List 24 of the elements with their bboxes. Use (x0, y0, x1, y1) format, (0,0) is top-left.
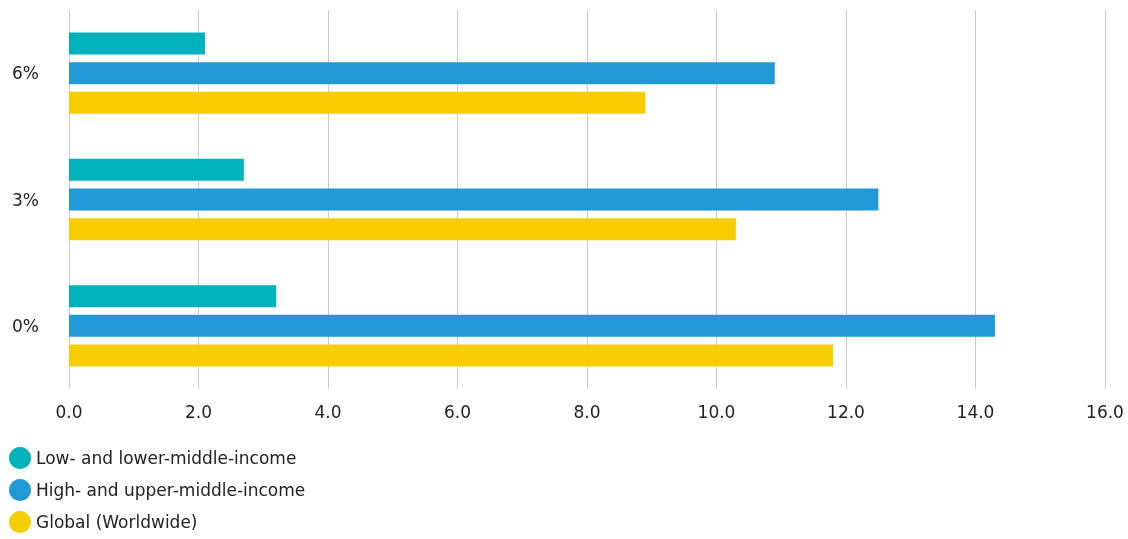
y-tick-label: 0% (12, 315, 39, 336)
bar (69, 158, 244, 181)
bar (69, 62, 775, 85)
x-tick-label: 0.0 (55, 401, 83, 422)
bar (69, 344, 834, 367)
x-tick-label: 6.0 (443, 401, 472, 422)
x-tick-label: 16.0 (1086, 401, 1124, 422)
bar (69, 285, 277, 308)
x-tick-label: 14.0 (956, 401, 995, 422)
y-tick-label: 6% (12, 63, 39, 84)
legend-label: Low- and lower-middle-income (36, 448, 297, 468)
x-tick-label: 12.0 (827, 401, 865, 422)
x-tick-label: 8.0 (573, 401, 601, 422)
bar (69, 91, 646, 114)
x-tick-label: 4.0 (314, 401, 342, 422)
bar (69, 32, 205, 55)
x-tick-label: 10.0 (697, 401, 736, 422)
legend-label: Global (Worldwide) (36, 512, 198, 532)
x-tick-label: 2.0 (184, 401, 213, 422)
bar (69, 188, 879, 211)
bar (69, 314, 995, 337)
y-tick-label: 3% (12, 189, 39, 210)
bar (69, 218, 736, 241)
legend-label: High- and upper-middle-income (36, 480, 306, 500)
